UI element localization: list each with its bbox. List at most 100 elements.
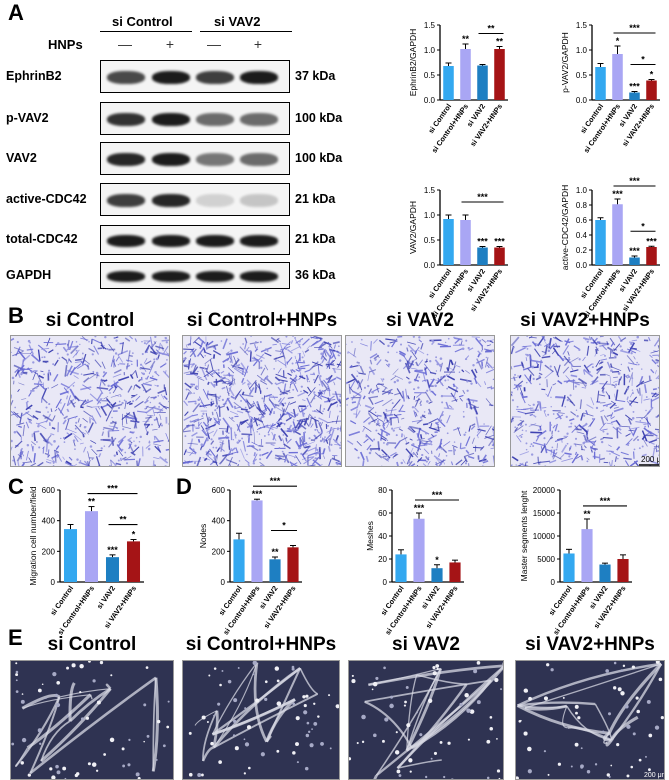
wb-row-name: EphrinB2	[6, 68, 62, 83]
wb-band	[196, 271, 234, 282]
y-axis-label: p-VAV2/GAPDH	[560, 32, 570, 93]
significance-star: *	[435, 555, 439, 565]
transwell-image: 200 μm	[510, 335, 660, 467]
panel-label-c: C	[8, 474, 24, 499]
bar	[629, 92, 640, 100]
y-tick-label: 1.5	[576, 21, 588, 30]
wb-row-name: active-CDC42	[6, 191, 87, 206]
transwell-scale-bar-label: 200 μm	[641, 455, 660, 464]
y-tick-label: 1.0	[576, 46, 588, 55]
y-tick-label: 0.5	[424, 71, 436, 80]
bar	[581, 529, 593, 582]
y-tick-label: 0.0	[576, 261, 588, 270]
bar	[494, 49, 505, 100]
y-tick-label: 0	[51, 578, 56, 587]
wb-group-si-vav2: si VAV2	[214, 14, 261, 29]
wb-band	[240, 153, 278, 166]
wb-kda-label: 100 kDa	[295, 150, 343, 165]
significance-star: ***	[629, 246, 640, 256]
wb-kda-label: 21 kDa	[295, 232, 336, 246]
significance-label: ***	[629, 23, 640, 33]
wb-row-name: total-CDC42	[6, 232, 78, 246]
wb-row-name: VAV2	[6, 150, 37, 165]
bar	[617, 559, 629, 582]
wb-band	[196, 235, 234, 247]
transwell-texture	[11, 336, 169, 466]
panel-label-d: D	[176, 474, 192, 499]
y-axis-label: VAV2/GAPDH	[408, 201, 418, 254]
y-tick-label: 600	[212, 486, 226, 495]
tube-texture	[11, 661, 170, 779]
transwell-texture: 200 μm	[511, 336, 660, 466]
tube-image	[10, 660, 174, 780]
bar	[599, 564, 611, 582]
y-tick-label: 400	[212, 517, 226, 526]
significance-star: **	[88, 497, 96, 507]
bar	[395, 554, 407, 582]
tube-image: 200 μm	[515, 660, 665, 780]
bar	[233, 539, 245, 582]
y-tick-label: 0.0	[424, 261, 436, 270]
bar	[431, 568, 443, 582]
wb-kda-label: 37 kDa	[295, 68, 336, 83]
wb-band	[152, 113, 190, 126]
y-tick-label: 0.4	[576, 231, 588, 240]
wb-blot-strip	[100, 262, 290, 289]
bar	[460, 220, 471, 265]
y-tick-label: 0.5	[576, 71, 588, 80]
wb-band	[107, 153, 145, 166]
significance-star: ***	[252, 489, 263, 499]
significance-star: ***	[494, 237, 505, 247]
wb-band	[152, 71, 190, 84]
wb-group-line-vav2	[200, 31, 292, 32]
significance-star: ***	[612, 189, 623, 199]
bar	[646, 247, 657, 265]
significance-star: **	[462, 34, 470, 44]
bar	[595, 67, 606, 100]
significance-label: ***	[600, 496, 611, 506]
significance-star: ***	[629, 82, 640, 92]
significance-label: *	[282, 521, 286, 531]
y-axis-label: EphrinB2/GAPDH	[408, 29, 418, 97]
tube-texture	[188, 661, 339, 778]
wb-row-name: p-VAV2	[6, 110, 49, 125]
y-axis-label: Meshes	[365, 521, 375, 551]
y-tick-label: 0.0	[576, 96, 588, 105]
wb-blot-strip	[100, 60, 290, 93]
tube-texture: 200 μm	[516, 661, 664, 779]
y-tick-label: 0.5	[424, 236, 436, 245]
wb-band	[152, 153, 190, 166]
y-tick-label: 0.0	[424, 96, 436, 105]
significance-star: ***	[414, 503, 425, 513]
y-tick-label: 0.2	[576, 246, 588, 255]
significance-label: ***	[432, 490, 443, 500]
transwell-title: si VAV2	[386, 310, 454, 331]
significance-label: **	[119, 515, 127, 525]
tube-texture	[349, 661, 503, 779]
wb-hnps-label: HNPs	[48, 37, 83, 52]
y-tick-label: 200	[42, 547, 56, 556]
y-tick-label: 1.5	[424, 21, 436, 30]
wb-band	[107, 71, 145, 84]
bar	[629, 257, 640, 265]
bar	[563, 553, 575, 582]
y-tick-label: 5000	[537, 555, 555, 564]
y-tick-label: 20000	[533, 486, 556, 495]
significance-label: **	[487, 24, 495, 34]
significance-label: ***	[629, 176, 640, 186]
wb-band	[196, 113, 234, 126]
significance-star: **	[583, 509, 591, 519]
bar	[449, 562, 461, 582]
y-tick-label: 0	[551, 578, 556, 587]
western-blot: si Control si VAV2 HNPs — + — + EphrinB2 37 …	[0, 0, 380, 300]
bar	[477, 65, 488, 100]
significance-label: ***	[107, 484, 118, 494]
wb-blot-strip	[100, 183, 290, 216]
panel-label-e: E	[8, 625, 23, 650]
y-axis-label: active-CDC42/GAPDH	[560, 185, 570, 271]
wb-band	[196, 71, 234, 84]
wb-group-si-control: si Control	[112, 14, 173, 29]
y-tick-label: 1.0	[424, 46, 436, 55]
bar	[287, 547, 299, 582]
y-tick-label: 0.6	[576, 216, 588, 225]
